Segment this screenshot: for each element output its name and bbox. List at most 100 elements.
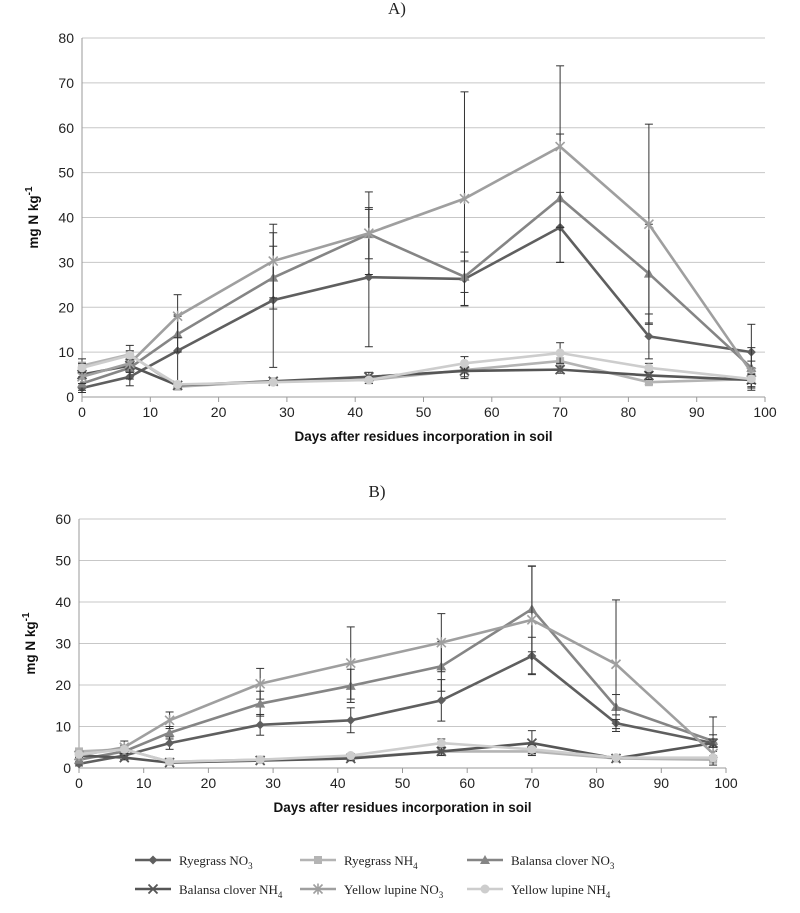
chart-b-xtick-label: 20 <box>201 775 217 791</box>
chart-b-ytick-label: 40 <box>55 594 71 610</box>
legend-item: Yellow lupine NH4 <box>467 882 611 900</box>
chart-b-title: B) <box>369 482 386 501</box>
legend: Ryegrass NO3 Ryegrass NH4 Balansa clover N… <box>135 853 615 900</box>
chart-b-xtick-label: 70 <box>524 775 540 791</box>
legend-label: Yellow lupine NH4 <box>511 882 611 900</box>
legend-diamond-marker <box>148 855 158 865</box>
chart-b-xtick-label: 60 <box>459 775 475 791</box>
legend-item: Ryegrass NO3 <box>135 853 253 871</box>
chart-b-point <box>346 715 356 725</box>
chart-a-point <box>268 255 279 267</box>
chart-a-xtick-label: 40 <box>347 404 363 420</box>
chart-b-series-line <box>78 618 714 757</box>
chart-a-point <box>76 371 88 383</box>
chart-b-ytick-label: 10 <box>55 719 71 735</box>
chart-a-ytick-label: 30 <box>58 254 74 270</box>
chart-a-y-axis-label: mg N kg-1 <box>24 186 41 249</box>
chart-a-point <box>459 193 470 205</box>
chart-a-series-star <box>76 65 757 385</box>
chart-a-point <box>746 374 756 384</box>
chart-b-y-axis-label: mg N kg-1 <box>21 612 38 675</box>
chart-a-xtick-label: 60 <box>484 404 500 420</box>
chart-a-ytick-label: 0 <box>66 389 74 405</box>
chart-b-xtick-label: 40 <box>330 775 346 791</box>
chart-a-point <box>644 378 653 387</box>
chart-b-point <box>346 751 356 761</box>
chart-a-ytick-label: 50 <box>58 165 74 181</box>
chart-a-ytick-label: 60 <box>58 120 74 136</box>
chart-a-point <box>554 364 566 375</box>
chart-a-xtick-label: 30 <box>279 404 295 420</box>
chart-a-xtick-label: 20 <box>211 404 227 420</box>
chart-b-point <box>436 738 446 748</box>
chart-a-point <box>459 358 469 368</box>
legend-label: Yellow lupine NO3 <box>344 882 444 900</box>
legend-square-marker <box>314 856 322 864</box>
chart-a-point <box>172 310 183 322</box>
legend-label: Ryegrass NH4 <box>344 853 418 871</box>
chart-b-point <box>255 698 266 708</box>
chart-b-ytick-label: 50 <box>55 553 71 569</box>
chart-b-point <box>74 749 84 759</box>
chart-a-point <box>644 331 654 341</box>
chart-b-ytick-label: 20 <box>55 677 71 693</box>
chart-b-point <box>119 744 129 754</box>
legend-circle-marker <box>480 884 490 894</box>
chart-b-xtick-label: 100 <box>714 775 738 791</box>
legend-label: Ryegrass NO3 <box>179 853 253 871</box>
chart-a-ytick-label: 80 <box>58 30 74 46</box>
chart-b-point <box>345 657 356 669</box>
legend-label: Balansa clover NH4 <box>179 882 283 900</box>
chart-b-point <box>165 738 175 748</box>
legend-item: Balansa clover NO3 <box>467 853 615 871</box>
chart-b-series-circle <box>74 738 718 767</box>
chart-a-series-circle <box>77 342 756 389</box>
chart-b-point <box>611 753 621 763</box>
chart-a-point <box>125 350 135 360</box>
chart-b-xtick-label: 0 <box>75 775 83 791</box>
legend-item: Yellow lupine NO3 <box>300 882 444 900</box>
chart-a-series-line <box>81 145 753 379</box>
chart-b-point <box>255 720 265 730</box>
chart-b-point <box>164 727 175 737</box>
chart-a-point <box>77 363 87 373</box>
chart-b-point <box>436 746 447 757</box>
chart-b-x-axis-label: Days after residues incorporation in soi… <box>273 800 531 815</box>
legend-item: Ryegrass NH4 <box>300 853 418 871</box>
chart-b-point <box>165 757 175 767</box>
chart-a-point <box>644 363 654 373</box>
chart-a-point <box>173 379 183 389</box>
legend-star-marker <box>312 883 324 895</box>
chart-b-xtick-label: 90 <box>654 775 670 791</box>
chart-panel-a: A) 0 10 20 30 40 50 60 70 80 0 10 20 30 40 50 60 70 80 90 1… <box>24 0 777 444</box>
chart-b-point <box>436 637 447 649</box>
chart-a-xtick-label: 100 <box>753 404 777 420</box>
chart-a-point <box>268 377 278 387</box>
chart-a-xtick-label: 50 <box>416 404 432 420</box>
chart-a-series-diamond <box>77 191 756 394</box>
legend-triangle-marker <box>480 855 490 864</box>
chart-a-xtick-label: 90 <box>689 404 705 420</box>
chart-b-xtick-label: 50 <box>395 775 411 791</box>
legend-item: Balansa clover NH4 <box>135 882 283 900</box>
chart-b-xtick-label: 10 <box>136 775 152 791</box>
chart-a-point <box>643 218 654 230</box>
chart-a-point <box>364 375 374 385</box>
chart-b-point <box>707 737 719 749</box>
chart-b-point <box>119 752 130 763</box>
chart-b-point <box>610 658 622 670</box>
chart-a-x-axis-label: Days after residues incorporation in soi… <box>294 429 552 444</box>
chart-a-point <box>555 141 566 153</box>
chart-b-ytick-label: 0 <box>63 760 71 776</box>
chart-b-xtick-label: 80 <box>589 775 605 791</box>
chart-panel-b: B) 0 10 20 30 40 50 60 0 10 20 30 40 50 60 70 80 90 100 Da… <box>21 482 738 815</box>
chart-a-ytick-label: 70 <box>58 75 74 91</box>
legend-label: Balansa clover NO3 <box>511 853 615 871</box>
chart-a-title: A) <box>388 0 406 18</box>
chart-b-series-line <box>78 607 714 761</box>
chart-b-point <box>255 678 266 690</box>
chart-b-ytick-label: 60 <box>55 511 71 527</box>
chart-b-point <box>708 753 718 763</box>
chart-b-xtick-label: 30 <box>265 775 281 791</box>
